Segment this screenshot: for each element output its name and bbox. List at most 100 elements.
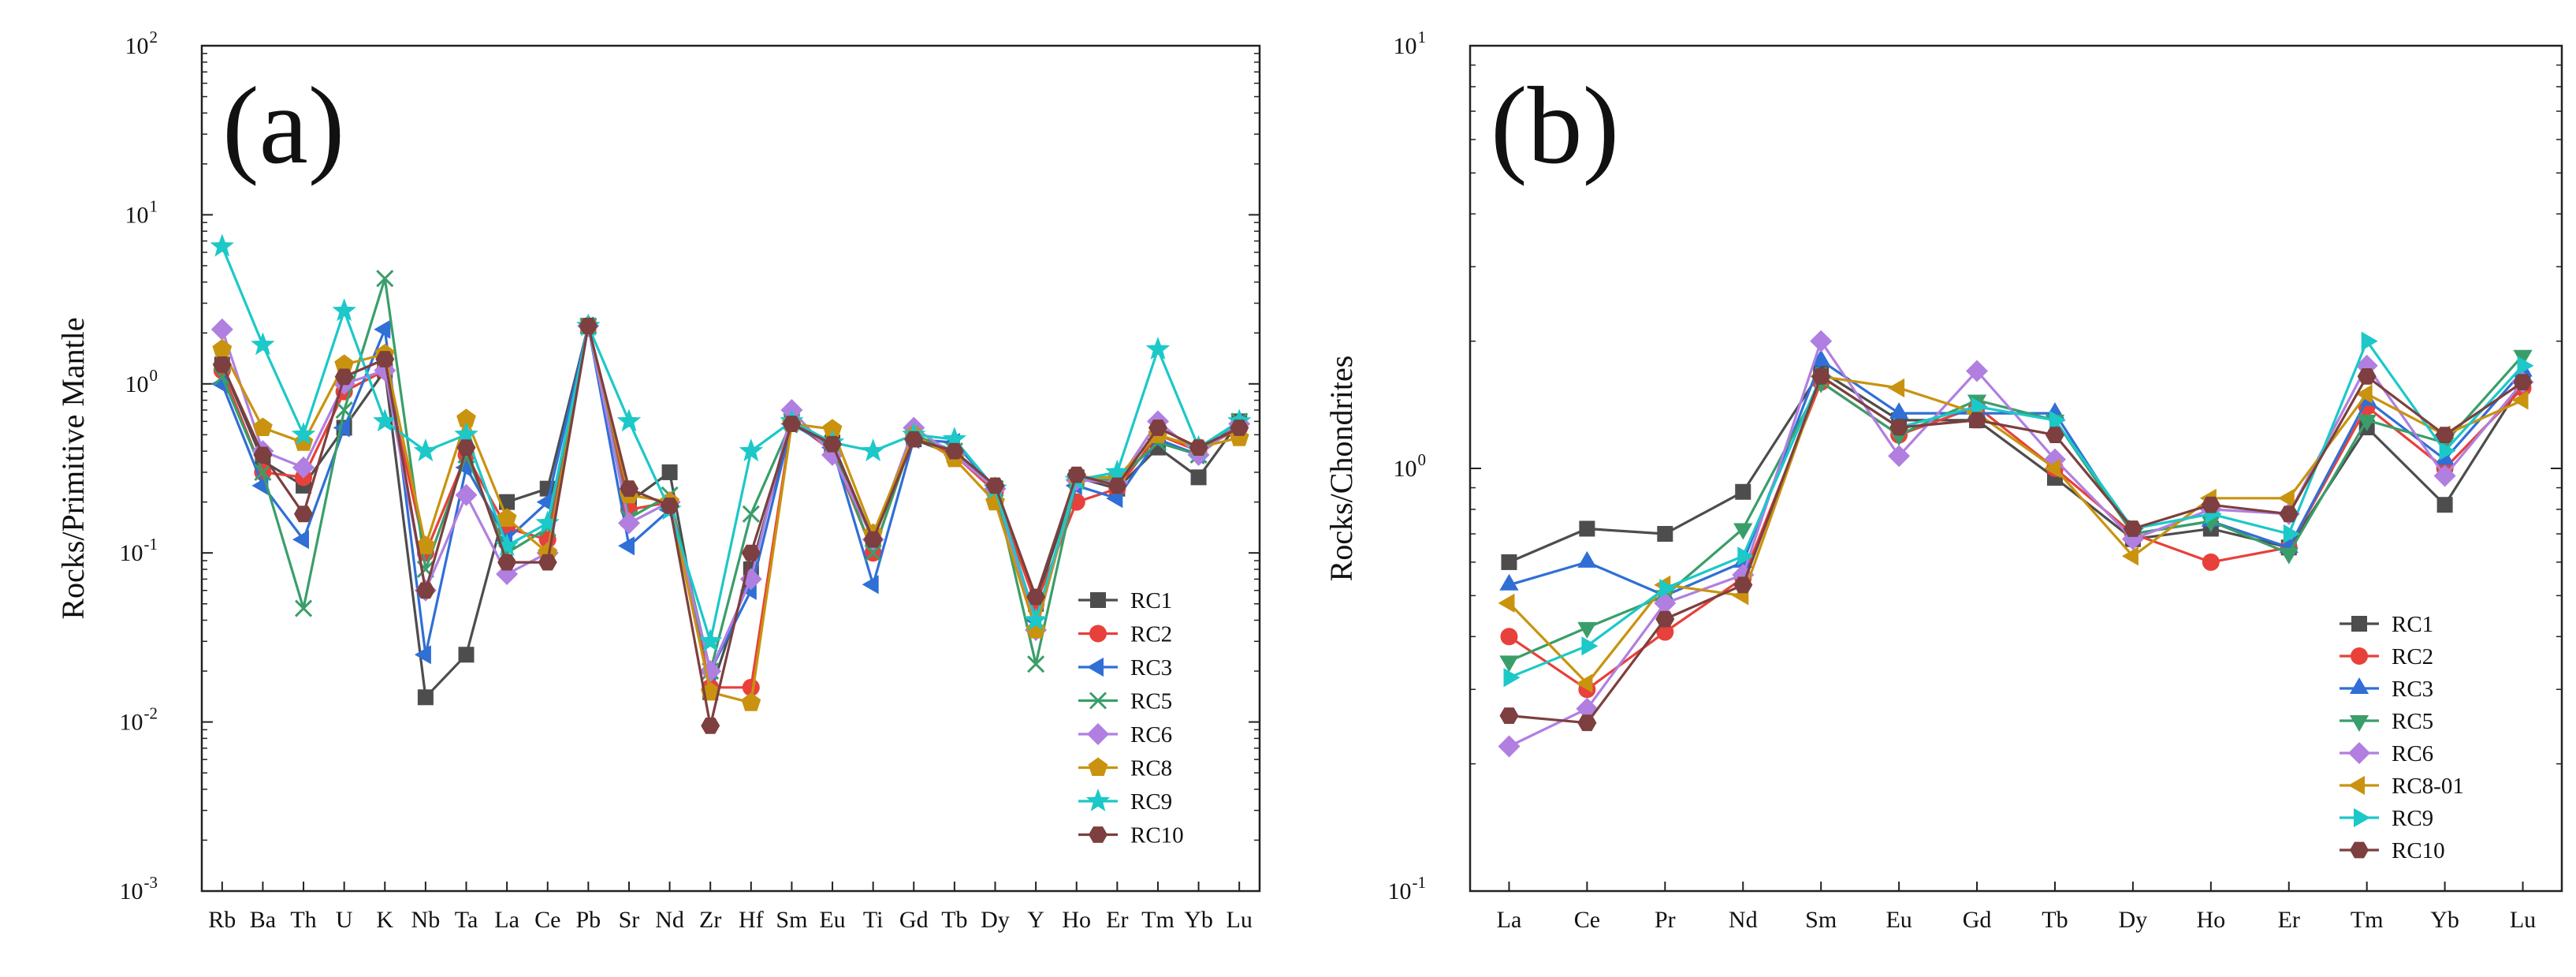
data-point — [2277, 488, 2295, 508]
x-tick-label: Zr — [699, 907, 721, 933]
legend-marker — [1087, 657, 1104, 677]
x-tick-label: Er — [2278, 907, 2300, 933]
y-tick-label: 101 — [1394, 28, 1427, 59]
data-point — [1811, 368, 1831, 385]
data-point — [822, 419, 843, 438]
series-line — [1509, 375, 2524, 725]
data-point — [2279, 505, 2299, 523]
legend-marker — [2349, 715, 2369, 732]
data-point — [1579, 520, 1595, 537]
legend: RC1 RC2 RC3 RC5 RC6 RC8-01 RC9 RC10 — [2340, 612, 2464, 863]
y-tick-base: 10 — [125, 202, 149, 228]
data-point — [1499, 573, 1519, 591]
legend-label: RC10 — [1130, 823, 1184, 848]
y-tick-exponent: 1 — [1418, 28, 1427, 47]
data-point — [1966, 360, 1988, 382]
legend-item: RC10 — [1078, 823, 1184, 848]
data-point — [618, 536, 635, 556]
legend-marker — [2348, 775, 2365, 796]
data-point — [1733, 523, 1753, 540]
y-tick-label: 10-2 — [120, 704, 158, 736]
legend-item: RC5 — [2340, 709, 2433, 734]
x-tick-label: Hf — [739, 907, 764, 933]
legend-marker — [1088, 757, 1108, 776]
series-line — [221, 324, 1240, 704]
legend-label: RC6 — [2392, 741, 2433, 766]
x-tick-label: Ta — [455, 907, 478, 933]
x-tick-label: Th — [290, 907, 316, 933]
x-tick-label: Yb — [2430, 907, 2459, 933]
y-tick-exponent: 0 — [1418, 450, 1427, 469]
data-point — [2044, 458, 2060, 479]
data-point — [2046, 427, 2064, 443]
x-tick-label: Gd — [1963, 907, 1992, 933]
series-line — [1508, 340, 2524, 748]
data-point — [2355, 384, 2373, 404]
data-point — [294, 599, 313, 617]
y-tick-label: 100 — [1394, 450, 1427, 482]
legend-item: RC1 — [1078, 588, 1172, 613]
x-tick-label: Sm — [776, 907, 807, 933]
x-tick-label: Eu — [1885, 907, 1912, 933]
data-point — [1026, 588, 1046, 606]
data-point — [332, 298, 356, 322]
y-axis-title: Rocks/Chondrites — [1323, 356, 1359, 582]
x-tick-label: Tb — [2042, 907, 2068, 933]
data-point — [1810, 330, 1833, 352]
data-point — [1577, 550, 1597, 568]
y-axis-title: Rocks/Primitive Mantle — [55, 317, 91, 619]
y-tick-base: 10 — [120, 710, 143, 736]
x-tick-label: Nb — [411, 907, 441, 933]
legend-marker — [1089, 826, 1107, 843]
data-point — [535, 510, 560, 534]
x-tick-label: La — [494, 907, 519, 933]
y-tick-label: 10-3 — [120, 873, 158, 904]
x-tick-label: Gd — [899, 907, 929, 933]
legend-marker — [1090, 592, 1106, 608]
series-rc10 — [212, 318, 1249, 734]
series-line — [1508, 340, 2524, 679]
legend-marker — [1089, 625, 1107, 643]
data-point — [741, 692, 761, 711]
data-point — [942, 427, 967, 449]
data-point — [782, 416, 802, 432]
plot-frame — [200, 44, 1261, 893]
data-point — [376, 270, 394, 288]
data-point — [292, 456, 315, 479]
data-point — [1735, 483, 1751, 500]
panel-label: (a) — [222, 65, 344, 187]
x-tick-label: Rb — [208, 907, 236, 933]
data-point — [579, 318, 598, 334]
x-tick-label: Yb — [1184, 907, 1213, 933]
data-point — [334, 354, 354, 373]
data-point — [2436, 497, 2453, 513]
data-point — [2201, 496, 2220, 513]
data-point — [335, 401, 353, 420]
data-point — [944, 442, 964, 460]
x-tick-label: Sr — [619, 907, 640, 933]
data-point — [292, 530, 309, 550]
x-tick-label: Lu — [1227, 907, 1253, 933]
series-rc10 — [1499, 368, 2533, 732]
data-point — [1581, 636, 1599, 656]
x-tick-label: Nd — [655, 907, 684, 933]
data-point — [2361, 331, 2378, 351]
series-rc5 — [213, 270, 1249, 681]
data-point — [823, 435, 842, 453]
data-point — [1888, 378, 1905, 398]
legend-item: RC2 — [2340, 644, 2433, 669]
data-point — [1577, 621, 1597, 639]
legend-item: RC10 — [2340, 838, 2445, 863]
legend-label: RC8 — [1130, 756, 1172, 781]
data-point — [2513, 374, 2533, 390]
data-point — [1189, 439, 1208, 456]
data-point — [2513, 349, 2533, 367]
legend-item: RC1 — [2340, 612, 2433, 637]
data-point — [2279, 547, 2299, 565]
x-tick-label: Eu — [819, 907, 845, 933]
data-point — [1498, 593, 1515, 613]
data-point — [1023, 607, 1048, 631]
series-line — [1508, 375, 2524, 685]
data-point — [456, 439, 476, 456]
data-point — [212, 339, 233, 358]
